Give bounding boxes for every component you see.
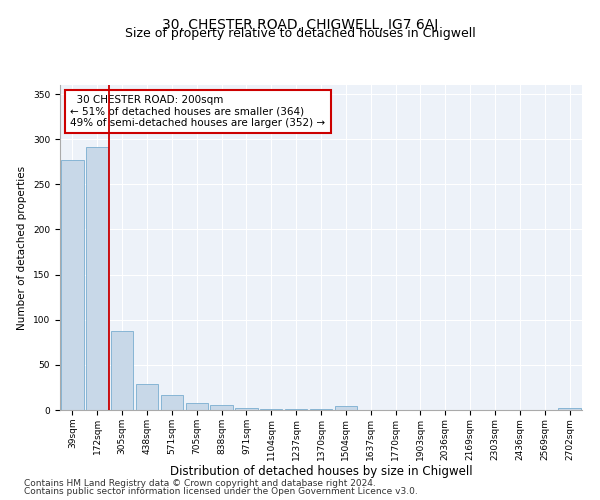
- Bar: [211, 404, 233, 410]
- Text: 30 CHESTER ROAD: 200sqm
← 51% of detached houses are smaller (364)
49% of semi-d: 30 CHESTER ROAD: 200sqm ← 51% of detache…: [70, 94, 326, 128]
- Bar: [136, 384, 158, 410]
- Bar: [310, 409, 332, 410]
- Bar: [285, 409, 307, 410]
- Text: Size of property relative to detached houses in Chigwell: Size of property relative to detached ho…: [125, 28, 475, 40]
- Text: Contains public sector information licensed under the Open Government Licence v3: Contains public sector information licen…: [24, 487, 418, 496]
- Bar: [86, 148, 109, 410]
- Bar: [260, 409, 283, 410]
- Text: Contains HM Land Registry data © Crown copyright and database right 2024.: Contains HM Land Registry data © Crown c…: [24, 478, 376, 488]
- Bar: [559, 408, 581, 410]
- Y-axis label: Number of detached properties: Number of detached properties: [17, 166, 28, 330]
- X-axis label: Distribution of detached houses by size in Chigwell: Distribution of detached houses by size …: [170, 466, 472, 478]
- Bar: [61, 160, 83, 410]
- Bar: [235, 408, 257, 410]
- Bar: [161, 394, 183, 410]
- Bar: [111, 330, 133, 410]
- Bar: [185, 403, 208, 410]
- Bar: [335, 406, 357, 410]
- Text: 30, CHESTER ROAD, CHIGWELL, IG7 6AJ: 30, CHESTER ROAD, CHIGWELL, IG7 6AJ: [162, 18, 438, 32]
